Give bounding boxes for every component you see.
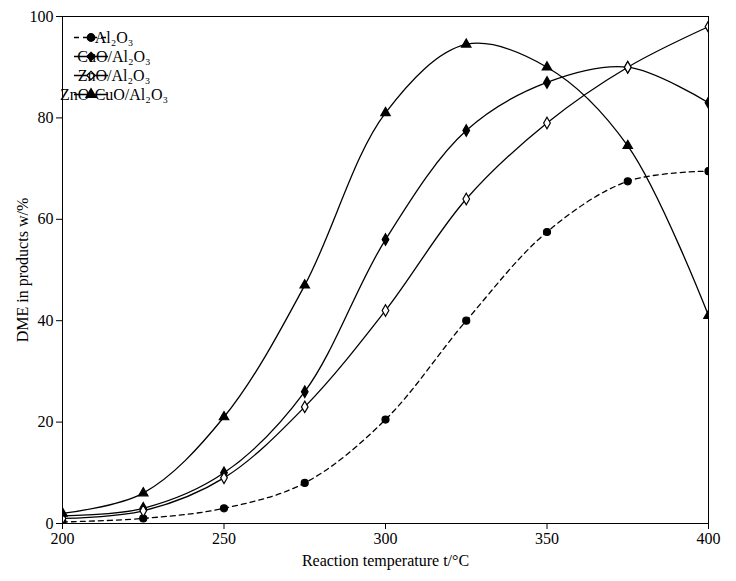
- svg-text:200: 200: [51, 530, 75, 547]
- svg-text:CuO/Al₂O₃: CuO/Al₂O₃: [77, 48, 150, 65]
- svg-text:80: 80: [38, 109, 54, 126]
- svg-text:20: 20: [38, 413, 54, 430]
- svg-text:ZnO-CuO/Al₂O₃: ZnO-CuO/Al₂O₃: [60, 86, 168, 103]
- svg-text:250: 250: [212, 530, 236, 547]
- svg-text:400: 400: [697, 530, 721, 547]
- svg-text:0: 0: [45, 514, 54, 532]
- svg-text:60: 60: [38, 210, 54, 227]
- svg-text:40: 40: [38, 312, 54, 329]
- svg-text:DME in products w/%: DME in products w/%: [14, 198, 32, 342]
- svg-text:300: 300: [374, 530, 398, 547]
- svg-text:Al₂O₃: Al₂O₃: [95, 29, 134, 46]
- svg-text:100: 100: [30, 8, 54, 25]
- svg-text:ZnO/Al₂O₃: ZnO/Al₂O₃: [78, 67, 150, 84]
- svg-text:Reaction temperature t/°C: Reaction temperature t/°C: [302, 552, 469, 570]
- svg-text:350: 350: [535, 530, 559, 547]
